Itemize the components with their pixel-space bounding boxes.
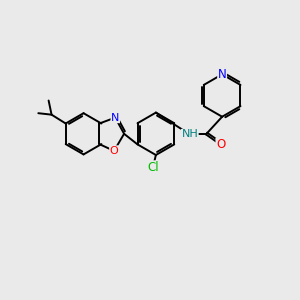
- Text: O: O: [110, 146, 118, 156]
- Text: N: N: [111, 112, 119, 123]
- Text: N: N: [218, 68, 226, 81]
- Text: O: O: [216, 138, 225, 151]
- Text: Cl: Cl: [147, 161, 159, 174]
- Text: NH: NH: [182, 129, 198, 140]
